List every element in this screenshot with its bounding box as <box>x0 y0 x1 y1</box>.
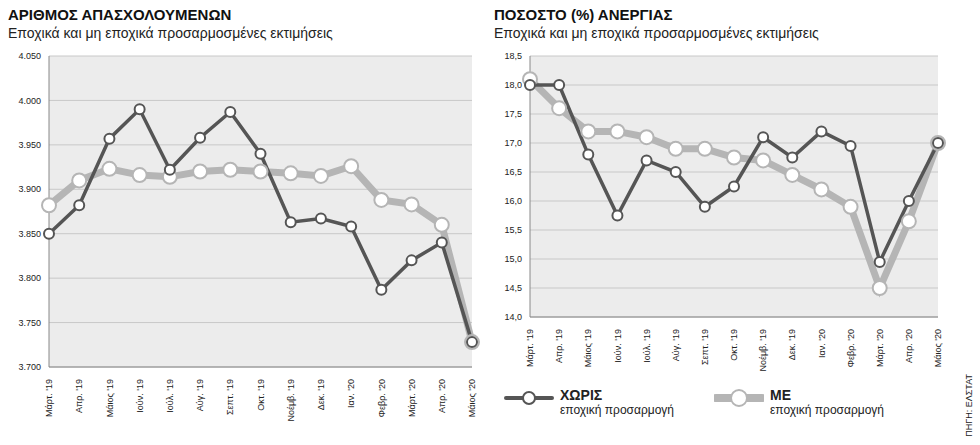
svg-text:3.750: 3.750 <box>18 318 41 328</box>
svg-text:Ιαν. '20: Ιαν. '20 <box>346 379 356 408</box>
svg-text:Μάιος '19: Μάιος '19 <box>583 329 593 367</box>
svg-text:18,5: 18,5 <box>504 51 522 61</box>
svg-text:Σεπτ. '19: Σεπτ. '19 <box>225 379 235 415</box>
svg-text:14,0: 14,0 <box>504 312 522 322</box>
svg-text:Σεπτ. '19: Σεπτ. '19 <box>700 329 710 365</box>
html-text:Εποχικά και μη εποχικά προσαρμ: Εποχικά και μη εποχικά προσαρμοσμένες εκ… <box>494 25 819 41</box>
svg-text:14,5: 14,5 <box>504 283 522 293</box>
svg-text:18,0: 18,0 <box>504 80 522 90</box>
svg-text:Μάρτ. '20: Μάρτ. '20 <box>875 329 885 367</box>
svg-text:15,5: 15,5 <box>504 225 522 235</box>
svg-text:Απρ. '20: Απρ. '20 <box>904 329 914 363</box>
svg-text:Μάιος '19: Μάιος '19 <box>105 379 115 417</box>
html-text:εποχική προσαρμογή: εποχική προσαρμογή <box>770 403 884 417</box>
svg-text:3.900: 3.900 <box>18 184 41 194</box>
svg-text:Ιούν. '19: Ιούν. '19 <box>613 329 623 363</box>
svg-text:Απρ. '20: Απρ. '20 <box>437 379 447 413</box>
svg-text:3.800: 3.800 <box>18 273 41 283</box>
html-text:ΑΡΙΘΜΟΣ ΑΠΑΣΧΟΛΟΥΜΕΝΩΝ: ΑΡΙΘΜΟΣ ΑΠΑΣΧΟΛΟΥΜΕΝΩΝ <box>8 6 232 23</box>
svg-text:4.050: 4.050 <box>18 51 41 61</box>
svg-text:Μάρτ. '20: Μάρτ. '20 <box>407 379 417 417</box>
svg-text:Ιούλ. '19: Ιούλ. '19 <box>165 379 175 413</box>
svg-text:Ιούν. '19: Ιούν. '19 <box>135 379 145 413</box>
svg-text:Φεβρ. '20: Φεβρ. '20 <box>377 379 387 417</box>
svg-text:Δεκ. '19: Δεκ. '19 <box>316 379 326 410</box>
svg-text:Αύγ. '19: Αύγ. '19 <box>195 379 205 411</box>
svg-text:Αύγ. '19: Αύγ. '19 <box>671 329 681 361</box>
svg-text:Μάρτ. '19: Μάρτ. '19 <box>44 379 54 417</box>
svg-text:Ιούλ. '19: Ιούλ. '19 <box>642 329 652 363</box>
svg-text:15,0: 15,0 <box>504 254 522 264</box>
svg-text:3.950: 3.950 <box>18 140 41 150</box>
html-text:Εποχικά και μη εποχικά προσαρμ: Εποχικά και μη εποχικά προσαρμοσμένες εκ… <box>8 25 333 41</box>
html-text:ΧΩΡΙΣ: ΧΩΡΙΣ <box>560 387 603 403</box>
html-text:ΠΗΓΗ: ΕΛΣΤΑΤ: ΠΗΓΗ: ΕΛΣΤΑΤ <box>964 374 974 437</box>
svg-text:Ιαν. '20: Ιαν. '20 <box>817 329 827 358</box>
svg-text:Οκτ. '19: Οκτ. '19 <box>256 379 266 411</box>
svg-text:Δεκ. '19: Δεκ. '19 <box>787 329 797 360</box>
svg-text:Μάιος '20: Μάιος '20 <box>933 329 943 367</box>
svg-text:16,5: 16,5 <box>504 167 522 177</box>
html-text:ΜΕ: ΜΕ <box>770 387 791 403</box>
svg-text:Μάιος '20: Μάιος '20 <box>467 379 477 417</box>
svg-text:16,0: 16,0 <box>504 196 522 206</box>
svg-text:3.700: 3.700 <box>18 362 41 372</box>
svg-text:4.000: 4.000 <box>18 96 41 106</box>
svg-text:Οκτ. '19: Οκτ. '19 <box>729 329 739 361</box>
svg-text:17,5: 17,5 <box>504 109 522 119</box>
svg-text:Νοέμβ. '19: Νοέμβ. '19 <box>286 379 296 422</box>
html-text:ΠΟΣΟΣΤΟ (%) ΑΝΕΡΓΙΑΣ: ΠΟΣΟΣΤΟ (%) ΑΝΕΡΓΙΑΣ <box>494 6 673 23</box>
svg-text:Φεβρ. '20: Φεβρ. '20 <box>846 329 856 367</box>
svg-text:3.850: 3.850 <box>18 229 41 239</box>
svg-text:Νοέμβ. '19: Νοέμβ. '19 <box>758 329 768 372</box>
svg-text:Μάρτ. '19: Μάρτ. '19 <box>525 329 535 367</box>
svg-text:17,0: 17,0 <box>504 138 522 148</box>
svg-text:Απρ. '19: Απρ. '19 <box>74 379 84 413</box>
svg-text:Απρ. '19: Απρ. '19 <box>554 329 564 363</box>
html-text:εποχική προσαρμογή: εποχική προσαρμογή <box>560 403 674 417</box>
